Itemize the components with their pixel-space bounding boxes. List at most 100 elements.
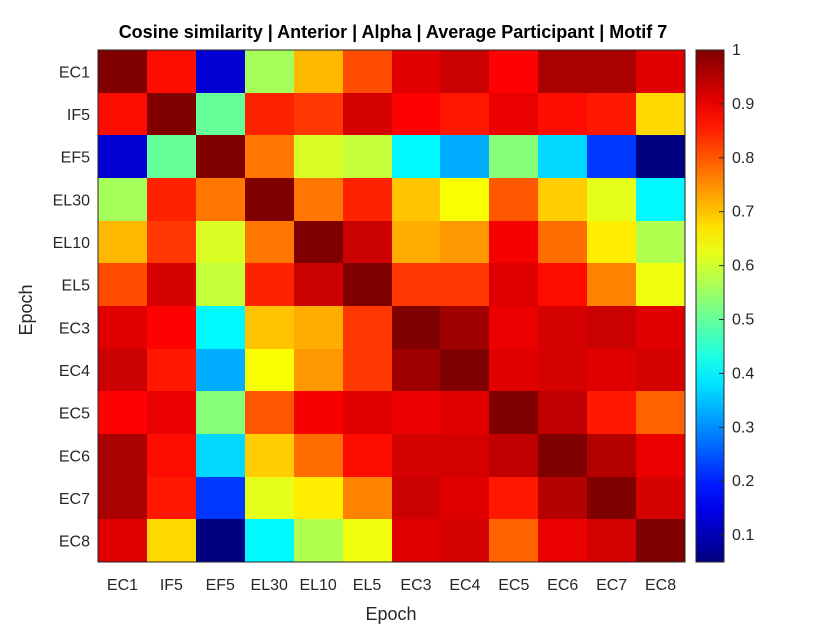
heatmap-cell [489, 306, 538, 349]
heatmap-cell [196, 50, 245, 93]
colorbar-tick-label: 0.3 [732, 419, 754, 436]
heatmap-cell [294, 477, 343, 519]
heatmap-cell [587, 221, 636, 263]
heatmap-cell [98, 434, 147, 477]
heatmap-cell [392, 306, 440, 349]
heatmap-cell [440, 519, 489, 562]
heatmap-cell [538, 519, 587, 562]
heatmap-cell [440, 50, 489, 93]
heatmap-cell [294, 93, 343, 135]
heatmap-cell [440, 477, 489, 519]
heatmap-cell [196, 519, 245, 562]
heatmap-cell [538, 477, 587, 519]
heatmap-cell [440, 93, 489, 135]
heatmap-cell [538, 221, 587, 263]
heatmap-cell [245, 263, 294, 306]
x-tick-label: EC6 [547, 577, 578, 594]
heatmap-cell [245, 135, 294, 178]
heatmap-cell [392, 221, 440, 263]
heatmap-cell [489, 178, 538, 221]
heatmap-cell [245, 519, 294, 562]
heatmap-cell [147, 519, 196, 562]
x-tick-label: EC1 [107, 577, 138, 594]
heatmap-cell [343, 349, 392, 391]
y-tick-label: EC3 [59, 320, 90, 337]
heatmap-cell [343, 263, 392, 306]
heatmap-cell [636, 50, 685, 93]
heatmap-cell [587, 519, 636, 562]
heatmap-cell [538, 391, 587, 434]
heatmap-cell [245, 221, 294, 263]
heatmap-cell [343, 135, 392, 178]
heatmap-cell [294, 391, 343, 434]
heatmap-cell [98, 178, 147, 221]
heatmap-cell [343, 391, 392, 434]
heatmap-cell [587, 50, 636, 93]
heatmap-cell [245, 434, 294, 477]
heatmap-cell [587, 263, 636, 306]
heatmap-cell [489, 349, 538, 391]
heatmap-cell [440, 263, 489, 306]
heatmap-cells [98, 50, 685, 562]
heatmap-cell [636, 263, 685, 306]
heatmap-cell [196, 93, 245, 135]
heatmap-cell [245, 178, 294, 221]
heatmap-cell [294, 221, 343, 263]
heatmap-cell [294, 178, 343, 221]
heatmap-cell [147, 178, 196, 221]
x-axis-label: Epoch [365, 604, 416, 624]
heatmap-cell [636, 135, 685, 178]
heatmap-cell [587, 178, 636, 221]
colorbar-tick-label: 0.2 [732, 473, 754, 490]
colorbar [695, 49, 725, 563]
heatmap-cell [636, 391, 685, 434]
heatmap-cell [196, 178, 245, 221]
y-axis-label: Epoch [16, 284, 36, 335]
heatmap-cell [147, 306, 196, 349]
heatmap-cell [294, 434, 343, 477]
heatmap-cell [489, 477, 538, 519]
heatmap-cell [98, 93, 147, 135]
heatmap-cell [294, 50, 343, 93]
heatmap-cell [489, 93, 538, 135]
heatmap-cell [392, 349, 440, 391]
heatmap-cell [294, 263, 343, 306]
heatmap-cell [98, 306, 147, 349]
heatmap-cell [196, 434, 245, 477]
y-tick-label: EC7 [59, 491, 90, 508]
heatmap-cell [343, 306, 392, 349]
heatmap-cell [294, 519, 343, 562]
colorbar-tick-label: 0.9 [732, 96, 754, 113]
colorbar-tick-label: 0.6 [732, 258, 754, 275]
heatmap-cell [587, 434, 636, 477]
heatmap-cell [392, 178, 440, 221]
heatmap-cell [392, 477, 440, 519]
heatmap-cell [196, 263, 245, 306]
heatmap-cell [440, 178, 489, 221]
heatmap-cell [98, 349, 147, 391]
heatmap-cell [636, 178, 685, 221]
y-tick-label: EC8 [59, 534, 90, 551]
heatmap-cell [538, 263, 587, 306]
heatmap-cell [147, 391, 196, 434]
heatmap-cell [587, 349, 636, 391]
heatmap-cell [392, 50, 440, 93]
heatmap-cell [245, 477, 294, 519]
heatmap-cell [538, 135, 587, 178]
colorbar-tick-label: 0.5 [732, 311, 754, 328]
heatmap-cell [245, 93, 294, 135]
colorbar-tick-label: 1 [732, 42, 741, 59]
heatmap-cell [538, 93, 587, 135]
heatmap-cell [538, 50, 587, 93]
heatmap-cell [147, 434, 196, 477]
heatmap-cell [147, 221, 196, 263]
y-tick-label: EC6 [59, 448, 90, 465]
heatmap-cell [245, 391, 294, 434]
heatmap-cell [489, 263, 538, 306]
heatmap-cell [489, 135, 538, 178]
x-tick-label: EC7 [596, 577, 627, 594]
x-tick-label: EF5 [206, 577, 235, 594]
heatmap-cell [587, 391, 636, 434]
heatmap-cell [98, 519, 147, 562]
